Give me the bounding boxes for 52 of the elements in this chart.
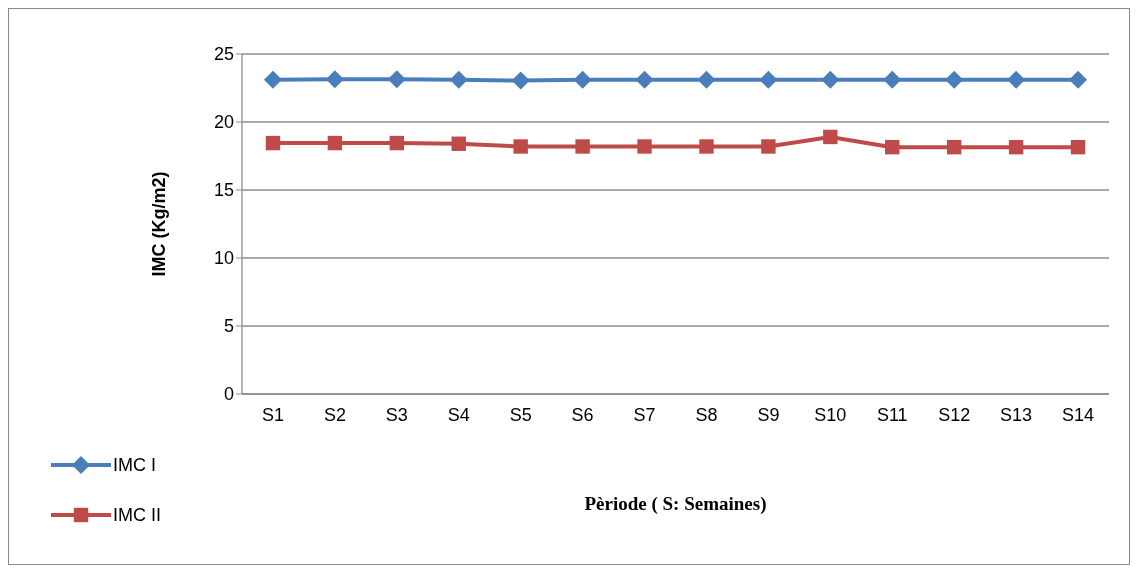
point [637,139,652,154]
x-tick-label: S8 [695,404,718,425]
point [1007,70,1026,89]
x-tick-label: S7 [633,404,656,425]
point [573,70,592,89]
point [389,135,405,151]
x-tick-label: S13 [1000,404,1033,425]
point [946,139,962,155]
x-axis-title: Pèriode ( S: Semaines) [584,493,767,515]
point [449,70,468,89]
point [1069,70,1088,89]
point [759,70,778,89]
x-tick-label: S5 [509,404,532,425]
x-tick-label: S4 [447,404,470,425]
point [263,70,282,89]
y-tick-label: 15 [213,180,234,201]
point [327,135,343,151]
point [575,139,590,154]
point [823,129,838,145]
x-tick-label: S10 [814,404,847,425]
x-tick-label: S12 [938,404,971,425]
x-tick-label: S3 [385,404,408,425]
y-tick-label: 10 [213,248,234,269]
x-tick-label: S14 [1062,404,1095,425]
x-tick-label: S2 [323,404,346,425]
point [1008,139,1024,155]
legend-label: IMC II [113,504,161,526]
y-tick-label: 25 [213,44,234,65]
x-tick-label: S9 [757,404,780,425]
y-tick-label: 0 [223,384,234,405]
point [387,70,406,89]
point [885,139,900,155]
x-tick-label: S11 [876,404,908,425]
point [697,70,716,89]
point [451,136,466,151]
point [1070,139,1086,155]
point [945,70,964,89]
x-tick-label: S6 [571,404,594,425]
point [265,135,281,151]
point [821,70,840,89]
point [635,70,654,89]
point [513,139,528,154]
x-tick-label: S1 [261,404,284,425]
point [883,70,902,89]
y-tick-label: 5 [223,316,234,337]
point [699,139,714,154]
legend-label: IMC I [113,454,156,476]
y-tick-label: 20 [213,112,234,133]
point [511,71,530,90]
point [761,139,776,154]
y-axis-title: IMC (Kg/m2) [149,171,170,277]
point [325,70,344,89]
